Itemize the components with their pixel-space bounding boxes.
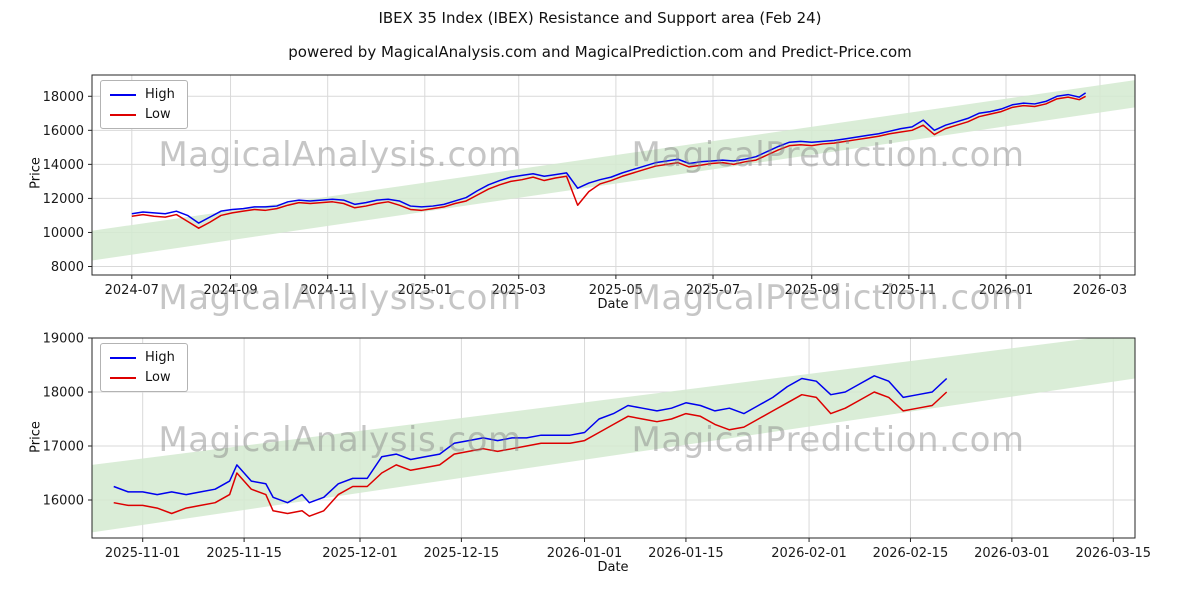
legend-label-low: Low — [145, 370, 171, 385]
y-tick-label: 10000 — [43, 226, 84, 241]
x-tick-label: 2025-05 — [589, 283, 643, 298]
high-line-swatch — [110, 356, 136, 359]
x-tick-label: 2026-03-01 — [974, 546, 1050, 561]
x-tick-label: 2024-09 — [203, 283, 257, 298]
legend-top-chart: High Low — [100, 80, 188, 129]
y-tick-label: 16000 — [43, 124, 84, 139]
x-tick-label: 2025-12-01 — [322, 546, 398, 561]
x-tick-label: 2025-11-15 — [206, 546, 282, 561]
x-axis-label-top: Date — [597, 297, 629, 312]
x-tick-label: 2026-03-15 — [1075, 546, 1151, 561]
chart-subtitle: powered by MagicalAnalysis.com and Magic… — [288, 43, 912, 61]
high-line — [113, 375, 948, 504]
y-axis-label-bottom: Price — [28, 421, 44, 453]
x-tick-label: 2025-01 — [398, 283, 452, 298]
y-tick-label: 14000 — [43, 158, 84, 173]
subplot-1: 16000 17000 18000 19000 2025-11-01 2025-11-15… — [43, 332, 1151, 562]
x-tick-label: 2026-02-15 — [873, 546, 949, 561]
y-axis-label-top: Price — [28, 157, 44, 189]
y-tick-label: 17000 — [43, 439, 84, 454]
low-line-swatch — [110, 376, 136, 379]
x-tick-label: 2024-11 — [301, 283, 355, 298]
y-tick-label: 19000 — [43, 332, 84, 347]
high-line — [131, 92, 1087, 224]
x-tick-label: 2026-01-15 — [648, 546, 724, 561]
x-tick-label: 2026-02-01 — [771, 546, 847, 561]
low-line — [131, 95, 1086, 229]
y-tick-label: 18000 — [43, 385, 84, 400]
y-tick-label: 16000 — [43, 493, 84, 508]
legend-label-low: Low — [145, 107, 171, 122]
legend-item-high: High — [110, 88, 175, 101]
x-tick-label: 2025-09 — [785, 283, 839, 298]
high-line-swatch — [110, 93, 136, 96]
x-tick-label: 2025-07 — [686, 283, 740, 298]
legend-label-high: High — [145, 87, 175, 102]
chart-title: IBEX 35 Index (IBEX) Resistance and Supp… — [378, 9, 822, 27]
low-line — [113, 391, 948, 517]
legend-item-low: Low — [110, 108, 175, 121]
x-tick-label: 2025-11-01 — [105, 546, 181, 561]
x-tick-label: 2025-12-15 — [424, 546, 500, 561]
x-tick-label: 2025-11 — [882, 283, 936, 298]
x-tick-label: 2026-01 — [979, 283, 1033, 298]
x-tick-label: 2024-07 — [105, 283, 159, 298]
legend-label-high: High — [145, 350, 175, 365]
support-resistance-band — [92, 80, 1135, 261]
legend-item-high: High — [110, 351, 175, 364]
x-axis-label-bottom: Date — [597, 560, 629, 575]
x-tick-label: 2025-03 — [492, 283, 546, 298]
low-line-swatch — [110, 113, 136, 116]
x-tick-label: 2026-01-01 — [547, 546, 623, 561]
support-resistance-band — [92, 338, 1135, 533]
y-tick-label: 12000 — [43, 192, 84, 207]
y-tick-label: 18000 — [43, 90, 84, 105]
x-tick-label: 2026-03 — [1073, 283, 1127, 298]
y-tick-label: 8000 — [51, 260, 84, 275]
legend-bottom-chart: High Low — [100, 343, 188, 392]
subplot-0: 8000 10000 12000 14000 16000 18000 2024-07 2024… — [43, 74, 1136, 298]
legend-item-low: Low — [110, 371, 175, 384]
